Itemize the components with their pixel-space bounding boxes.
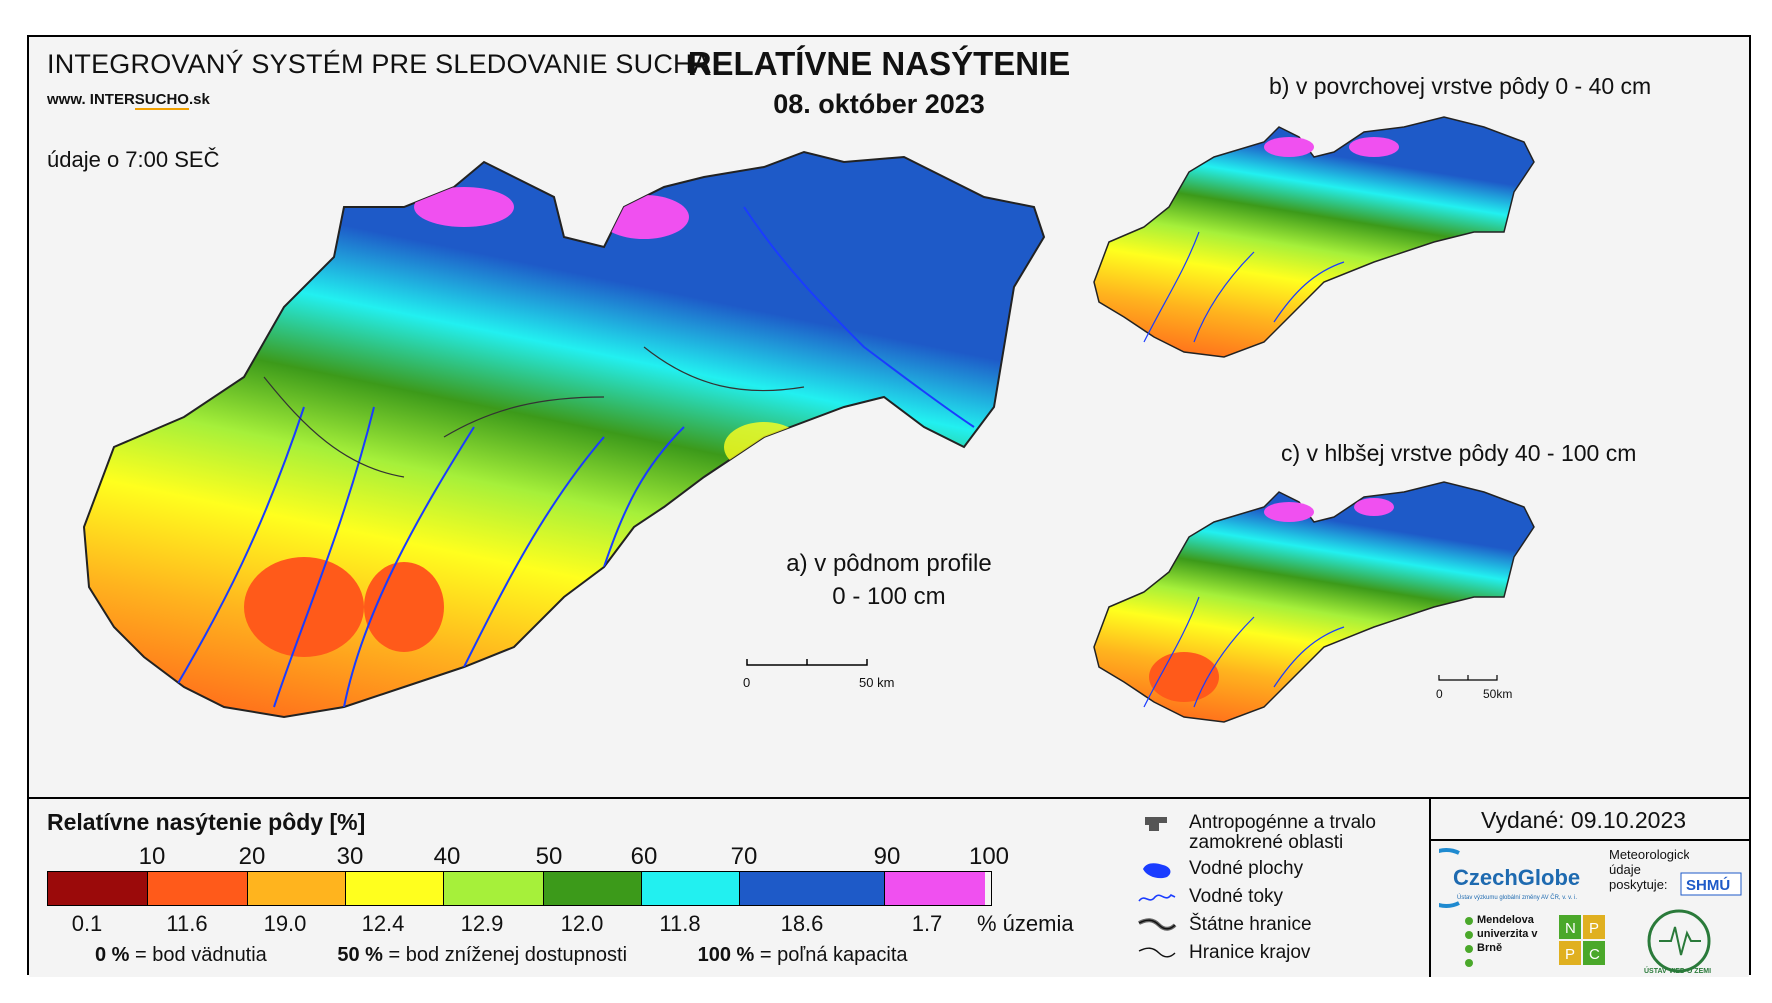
legend-percent: 1.7 [911, 911, 943, 936]
legend-swatch [148, 872, 248, 905]
svg-text:C: C [1589, 946, 1600, 963]
legend-ticks: 10 20 30 40 50 60 70 90 100 [47, 843, 1010, 870]
note-field-capacity: 100 % = poľná kapacita [697, 944, 908, 966]
legend-swatch [48, 872, 148, 905]
website-suffix: .sk [188, 91, 210, 108]
legend-swatch [444, 872, 544, 905]
czechglobe-text: CzechGlobe [1453, 865, 1580, 890]
website-underlined: SUCHO [134, 91, 189, 110]
page-date: 08. október 2023 [773, 89, 985, 119]
symbol-river-label: Vodné toky [1189, 886, 1284, 907]
legend-percent: 11.6 [166, 911, 208, 936]
map-sheet: INTEGROVANÝ SYSTÉM PRE SLEDOVANIE SUCHA … [27, 35, 1751, 977]
map-a-soil-profile [82, 150, 1046, 719]
mendel-text: Mendelova univerzita v Brně [1477, 914, 1538, 954]
uvz-text: ÚSTAV VIED O ZEMI [1644, 966, 1711, 975]
czechglobe-logo: CzechGlobe Ústav výzkumu globální změny … [1439, 848, 1580, 908]
shmu-logo: SHMÚ [1680, 872, 1742, 896]
legend-swatch [642, 872, 740, 905]
symbol-region-border: Hranice krajov [1137, 943, 1437, 965]
legend-title: Relatívne nasýtenie pôdy [%] [47, 809, 366, 835]
scale-bar-main [746, 659, 868, 666]
legend-tick: 90 [873, 843, 901, 870]
website-prefix: www. INTER [47, 91, 135, 108]
symbol-river: Vodné toky [1137, 887, 1437, 909]
scale-main-end: 50 km [859, 675, 895, 690]
divider [1429, 799, 1431, 977]
symbol-water-body-label: Vodné plochy [1189, 858, 1304, 879]
page-title: RELATÍVNE NASÝTENIE [687, 45, 1071, 82]
symbol-urban: Antropogénne a trvalo zamokrené oblasti [1137, 813, 1437, 853]
legend-tick: 100 [968, 843, 1010, 870]
map-a-label-line2: 0 - 100 cm [832, 583, 946, 610]
issued-date: Vydané: 09.10.2023 [1481, 807, 1687, 833]
legend-swatch [885, 872, 985, 905]
map-a-label: a) v pôdnom profile 0 - 100 cm [769, 547, 1009, 613]
note-wilting-point: 0 % = bod vädnutia [95, 944, 267, 966]
svg-text:P: P [1565, 946, 1575, 963]
symbol-water-body: Vodné plochy [1137, 859, 1437, 881]
legend-color-bar [47, 871, 992, 906]
legend-percent: 12.9 [460, 911, 504, 936]
river-icon [1138, 893, 1176, 902]
map-b-label: b) v povrchovej vrstve pôdy 0 - 40 cm [1269, 73, 1652, 99]
legend-percent: 11.8 [659, 911, 701, 936]
symbol-region-border-label: Hranice krajov [1189, 942, 1311, 963]
time-info: údaje o 7:00 SEČ [47, 147, 220, 172]
scale-bar-small [1438, 675, 1498, 681]
state-border-icon [1138, 918, 1177, 931]
shmu-text: SHMÚ [1686, 876, 1730, 894]
legend-tick: 30 [336, 843, 364, 870]
map-c-deep-layer [1093, 481, 1535, 723]
scale-main-zero: 0 [743, 675, 751, 690]
meteo-text: Meteorologické údaje poskytuje: [1609, 847, 1689, 892]
scale-small-end: 50km [1483, 687, 1513, 701]
system-title: INTEGROVANÝ SYSTÉM PRE SLEDOVANIE SUCHA [47, 49, 711, 79]
symbol-urban-label: Antropogénne a trvalo zamokrené oblasti [1189, 812, 1376, 853]
legend-notes: 0 % = bod vädnutia 50 % = bod zníženej d… [95, 944, 973, 967]
map-c-label: c) v hlbšej vrstve pôdy 40 - 100 cm [1281, 440, 1637, 466]
legend-swatch [346, 872, 444, 905]
legend-percent: 12.0 [560, 911, 604, 936]
legend-tick: 20 [238, 843, 266, 870]
symbol-legend: Antropogénne a trvalo zamokrené oblasti … [1137, 813, 1437, 971]
legend-panel: Relatívne nasýtenie pôdy [%] 10 20 30 40… [29, 797, 1751, 977]
map-a-label-line1: a) v pôdnom profile [786, 550, 992, 577]
map-b-surface-layer [1093, 116, 1535, 358]
npc-logo: N P P C [1559, 915, 1605, 965]
svg-text:N: N [1565, 920, 1576, 937]
legend-tick: 10 [138, 843, 166, 870]
legend-unit-label: % územia [977, 911, 1074, 936]
legend-tick: 40 [433, 843, 461, 870]
water-body-icon [1143, 863, 1171, 879]
note-reduced-availability: 50 % = bod zníženej dostupnosti [337, 944, 628, 966]
scale-small-zero: 0 [1436, 687, 1443, 701]
legend-percentages: 0.1 11.6 19.0 12.4 12.9 12.0 11.8 18.6 1… [47, 911, 1007, 937]
symbol-state-border-label: Štátne hranice [1189, 914, 1312, 935]
partner-logos: CzechGlobe Ústav výzkumu globální změny … [1439, 847, 1742, 975]
divider [1431, 839, 1751, 841]
urban-area-icon [1145, 817, 1167, 831]
czechglobe-subtext: Ústav výzkumu globální změny AV ČR, v. v… [1457, 894, 1577, 901]
legend-percent: 12.4 [361, 911, 405, 936]
legend-tick: 60 [630, 843, 658, 870]
mendel-logo: Mendelova univerzita v Brně [1465, 914, 1538, 967]
legend-swatch [248, 872, 346, 905]
legend-tick: 50 [535, 843, 563, 870]
symbol-state-border: Štátne hranice [1137, 915, 1437, 937]
region-border-icon [1138, 947, 1176, 958]
legend-percent: 0.1 [71, 911, 103, 936]
website-link[interactable]: www. INTERSUCHO.sk [47, 91, 210, 110]
uvz-logo: ÚSTAV VIED O ZEMI [1644, 909, 1711, 975]
legend-percent: 19.0 [263, 911, 307, 936]
legend-percent: 18.6 [780, 911, 824, 936]
legend-swatch [544, 872, 642, 905]
legend-swatch [740, 872, 885, 905]
svg-text:P: P [1589, 920, 1599, 937]
legend-tick: 70 [730, 843, 758, 870]
